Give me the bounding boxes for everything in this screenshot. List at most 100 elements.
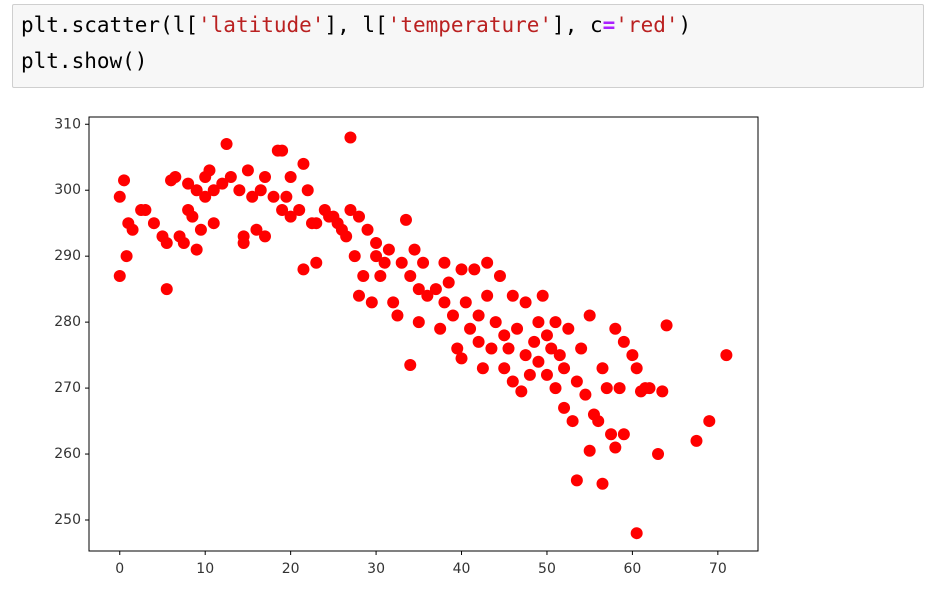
scatter-point — [194, 223, 207, 236]
scatter-point — [118, 174, 131, 187]
scatter-point — [481, 256, 494, 269]
scatter-point — [566, 415, 579, 428]
scatter-point — [549, 316, 562, 329]
scatter-point — [506, 289, 519, 302]
scatter-point — [126, 223, 139, 236]
code-token: plt.scatter(l[ — [21, 13, 199, 37]
scatter-point — [276, 204, 289, 216]
scatter-point — [186, 210, 199, 223]
scatter-point — [434, 322, 447, 335]
scatter-point — [417, 256, 430, 269]
scatter-point — [545, 342, 558, 355]
scatter-point — [540, 368, 553, 381]
scatter-point — [579, 388, 592, 401]
scatter-point — [280, 190, 293, 203]
scatter-point — [233, 184, 246, 197]
y-tick-label: 300 — [54, 182, 81, 198]
scatter-point — [596, 362, 609, 375]
scatter-point — [472, 309, 485, 322]
scatter-point — [451, 342, 464, 355]
scatter-point — [519, 296, 532, 309]
scatter-point — [489, 316, 502, 329]
code-token: ], l[ — [324, 13, 388, 37]
scatter-point — [570, 474, 583, 487]
scatter-point — [476, 362, 489, 375]
scatter-point — [344, 131, 357, 144]
scatter-point — [120, 250, 133, 263]
scatter-point — [160, 236, 173, 249]
scatter-point — [583, 309, 596, 322]
scatter-point — [190, 184, 203, 197]
scatter-point — [485, 342, 498, 355]
scatter-point — [532, 355, 545, 368]
x-tick-label: 30 — [367, 561, 385, 577]
scatter-point — [310, 217, 323, 230]
scatter-point — [498, 329, 511, 342]
scatter-point — [549, 382, 562, 395]
code-token: 'temperature' — [387, 13, 553, 37]
scatter-point — [532, 316, 545, 329]
scatter-point — [297, 263, 310, 276]
scatter-point — [609, 441, 622, 454]
scatter-point — [404, 359, 417, 371]
y-tick-label: 270 — [54, 380, 81, 396]
scatter-point — [617, 335, 630, 348]
plot-frame — [88, 116, 759, 552]
scatter-point — [220, 138, 233, 151]
scatter-point — [570, 375, 583, 388]
scatter-point — [340, 230, 353, 243]
scatter-point — [583, 444, 596, 457]
scatter-point — [203, 164, 216, 177]
scatter-point — [382, 243, 395, 256]
scatter-point — [284, 210, 297, 223]
scatter-point — [596, 477, 609, 490]
scatter-point — [182, 177, 195, 190]
x-tick-label: 20 — [282, 561, 300, 577]
scatter-point — [404, 269, 417, 282]
scatter-point — [442, 276, 455, 289]
scatter-point — [190, 243, 203, 256]
scatter-point — [250, 223, 263, 236]
y-tick-label: 290 — [54, 248, 81, 264]
scatter-point — [429, 283, 442, 296]
scatter-point — [344, 204, 357, 216]
scatter-point — [267, 190, 280, 203]
x-tick-label: 10 — [196, 561, 214, 577]
scatter-point — [493, 269, 506, 282]
scatter-point — [455, 352, 468, 365]
scatter-point — [139, 204, 152, 216]
scatter-point — [421, 289, 434, 302]
scatter-point — [246, 190, 259, 203]
x-tick-label: 70 — [709, 561, 727, 577]
scatter-point — [301, 184, 314, 197]
scatter-point — [284, 171, 297, 184]
scatter-point — [216, 177, 229, 190]
scatter-point — [630, 362, 643, 375]
scatter-point — [519, 349, 532, 362]
scatter-point — [207, 184, 220, 197]
scatter-point — [357, 269, 370, 282]
code-cell: plt.scatter(l['latitude'], l['temperatur… — [12, 4, 924, 88]
scatter-point — [652, 448, 665, 461]
scatter-point — [352, 289, 365, 302]
scatter-point — [374, 269, 387, 282]
scatter-point — [297, 157, 310, 170]
scatter-point — [464, 322, 477, 335]
scatter-point — [592, 415, 605, 428]
scatter-point — [378, 256, 391, 269]
scatter-point — [361, 223, 374, 236]
scatter-point — [399, 213, 412, 226]
scatter-point — [348, 250, 361, 263]
scatter-point — [498, 362, 511, 375]
scatter-point — [352, 210, 365, 223]
x-tick-label: 50 — [538, 561, 556, 577]
scatter-point — [459, 296, 472, 309]
y-tick-label: 310 — [54, 116, 81, 132]
code-token: 'red' — [615, 13, 679, 37]
scatter-point — [395, 256, 408, 269]
scatter-point — [370, 250, 383, 263]
scatter-point — [656, 385, 669, 398]
scatter-point — [113, 269, 126, 282]
x-tick-label: 40 — [453, 561, 471, 577]
